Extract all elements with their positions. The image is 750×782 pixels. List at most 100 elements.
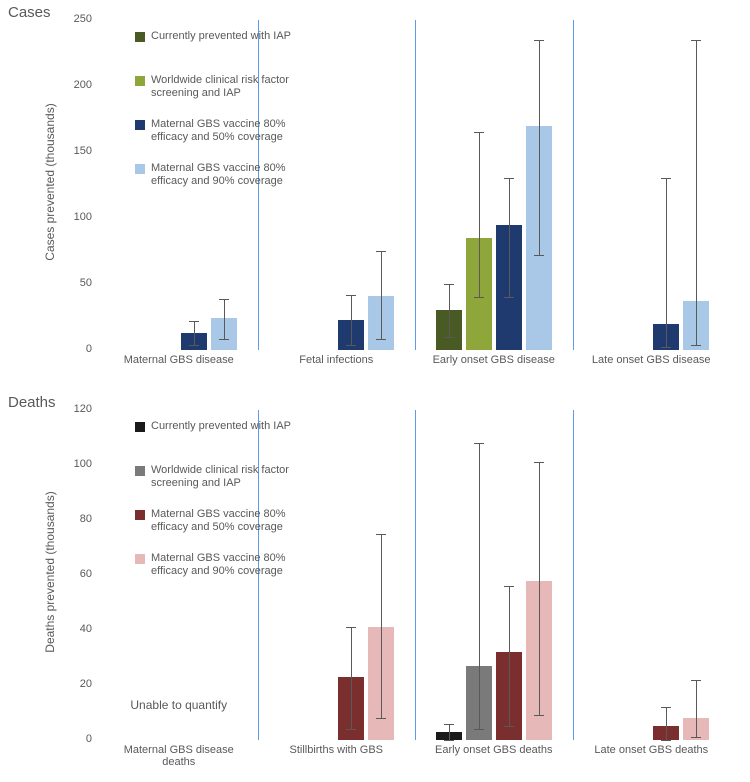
cases-category-label: Fetal infections [258,354,416,366]
cases-error-cap [474,297,484,298]
deaths-error-cap [504,586,514,587]
cases-error [351,295,352,345]
cases-error [509,178,510,297]
deaths-error-cap [346,729,356,730]
cases-error-cap [346,345,356,346]
cases-error [696,40,697,345]
deaths-error [479,443,480,729]
deaths-category-label: Stillbirths with GBS [258,744,416,756]
deaths-legend-label: Maternal GBS vaccine 80% efficacy and 90… [151,552,301,577]
deaths-category-label: Maternal GBS disease deaths [100,744,258,768]
cases-legend-swatch [135,120,145,130]
cases-legend-swatch [135,32,145,42]
cases-legend-swatch [135,164,145,174]
deaths-plot: 020406080100120Deaths prevented (thousan… [100,410,730,740]
cases-error-cap [661,347,671,348]
deaths-ytick: 100 [62,458,92,470]
deaths-error-cap [661,707,671,708]
cases-legend-label: Maternal GBS vaccine 80% efficacy and 90… [151,162,301,187]
cases-category-label: Early onset GBS disease [415,354,573,366]
deaths-legend-swatch [135,422,145,432]
deaths-error [666,707,667,740]
panel-title-cases: Cases [8,4,51,21]
cases-error [539,40,540,255]
cases-error [479,132,480,297]
cases-error [666,178,667,347]
deaths-error [351,627,352,729]
deaths-legend-label: Currently prevented with IAP [151,420,301,433]
deaths-error [509,586,510,726]
cases-error-cap [444,337,454,338]
cases-ytick: 150 [62,145,92,157]
cases-error-cap [444,284,454,285]
deaths-note: Unable to quantify [100,698,258,712]
deaths-ytick: 20 [62,678,92,690]
cases-legend-label: Maternal GBS vaccine 80% efficacy and 50… [151,118,301,143]
deaths-ytick: 120 [62,403,92,415]
panel-title-deaths: Deaths [8,394,56,411]
cases-error-cap [534,255,544,256]
cases-category-label: Maternal GBS disease [100,354,258,366]
deaths-legend-label: Worldwide clinical risk factor screening… [151,464,301,489]
deaths-ylabel: Deaths prevented (thousands) [43,472,57,672]
deaths-error-cap [504,726,514,727]
cases-error-cap [661,178,671,179]
deaths-ytick: 80 [62,513,92,525]
deaths-error [539,462,540,715]
cases-ytick: 50 [62,277,92,289]
cases-error-cap [691,40,701,41]
deaths-error-cap [661,740,671,741]
cases-error [194,321,195,345]
deaths-error-cap [691,737,701,738]
deaths-error-cap [444,740,454,741]
cases-legend-label: Currently prevented with IAP [151,30,301,43]
cases-error-cap [474,132,484,133]
cases-error-cap [504,178,514,179]
cases-ytick: 200 [62,79,92,91]
cases-error [224,299,225,340]
deaths-error [449,724,450,741]
deaths-category-label: Early onset GBS deaths [415,744,573,756]
cases-plot: 050100150200250Cases prevented (thousand… [100,20,730,350]
deaths-category-label: Late onset GBS deaths [573,744,731,756]
deaths-ytick: 40 [62,623,92,635]
cases-error-cap [534,40,544,41]
cases-error [381,251,382,339]
cases-category-label: Late onset GBS disease [573,354,731,366]
cases-ylabel: Cases prevented (thousands) [43,82,57,282]
deaths-legend-swatch [135,466,145,476]
cases-ytick: 0 [62,343,92,355]
deaths-error-cap [444,724,454,725]
cases-error-cap [504,297,514,298]
cases-error-cap [219,299,229,300]
cases-error-cap [376,251,386,252]
deaths-divider [573,410,574,740]
cases-ytick: 100 [62,211,92,223]
deaths-error [381,534,382,718]
deaths-error [696,680,697,738]
deaths-legend-label: Maternal GBS vaccine 80% efficacy and 50… [151,508,301,533]
cases-legend-label: Worldwide clinical risk factor screening… [151,74,301,99]
deaths-error-cap [534,715,544,716]
deaths-error-cap [474,729,484,730]
cases-error [449,284,450,337]
cases-error-cap [346,295,356,296]
deaths-divider [415,410,416,740]
cases-error-cap [691,345,701,346]
cases-error-cap [189,321,199,322]
deaths-error-cap [534,462,544,463]
deaths-ytick: 0 [62,733,92,745]
deaths-error-cap [376,718,386,719]
deaths-legend-swatch [135,554,145,564]
cases-error-cap [189,345,199,346]
deaths-error-cap [474,443,484,444]
cases-divider [415,20,416,350]
deaths-ytick: 60 [62,568,92,580]
cases-divider [573,20,574,350]
cases-ytick: 250 [62,13,92,25]
cases-error-cap [376,339,386,340]
deaths-error-cap [376,534,386,535]
deaths-error-cap [346,627,356,628]
cases-legend-swatch [135,76,145,86]
cases-error-cap [219,339,229,340]
